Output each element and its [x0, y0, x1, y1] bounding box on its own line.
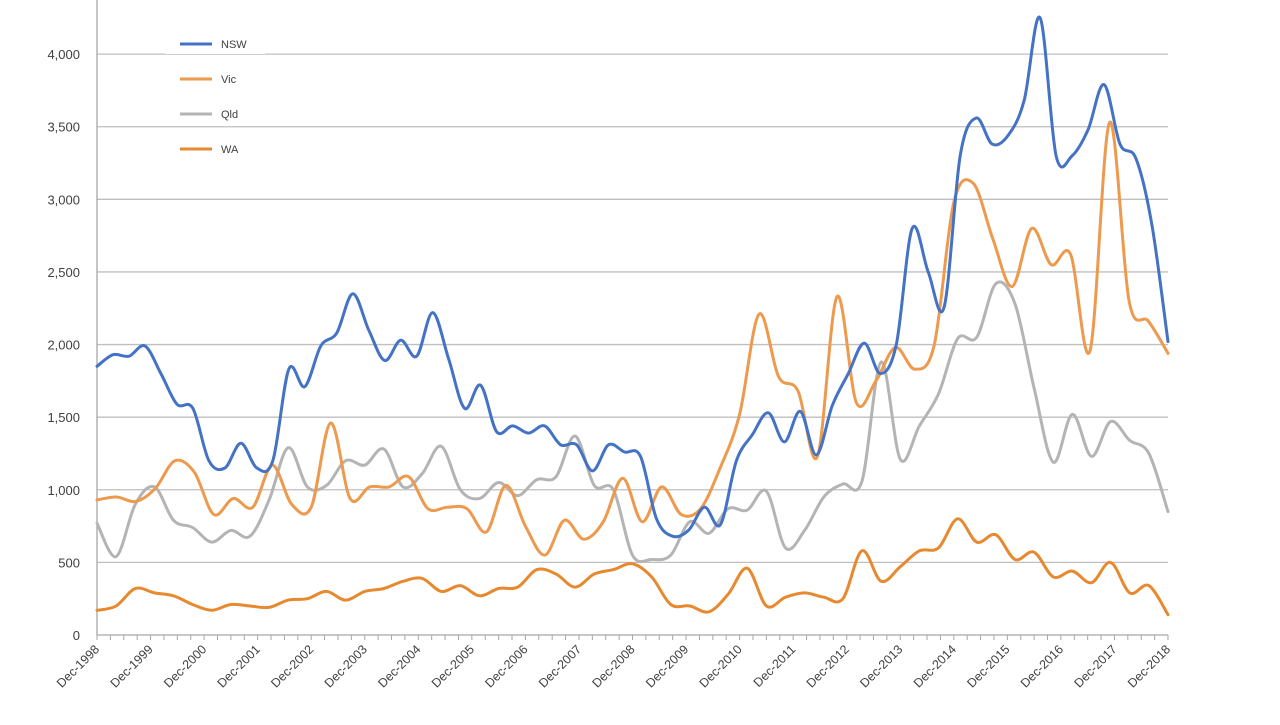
x-tick-label: Dec-2008: [589, 642, 637, 690]
x-tick-label: Dec-2005: [429, 642, 477, 690]
x-tick-label: Dec-2007: [536, 642, 584, 690]
y-tick-label: 2,500: [47, 265, 80, 280]
series-line-wa: [95, 517, 1170, 617]
legend-label-vic: Vic: [221, 74, 237, 86]
series-line-qld: [95, 280, 1170, 564]
y-tick-label: 0: [73, 628, 80, 643]
x-tick-label: Dec-2002: [268, 642, 316, 690]
x-tick-label: Dec-1999: [108, 642, 156, 690]
x-tick-label: Dec-2016: [1018, 642, 1066, 690]
x-tick-label: Dec-2004: [375, 642, 423, 690]
x-tick-label: Dec-2013: [857, 642, 905, 690]
x-tick-label: Dec-2018: [1125, 642, 1173, 690]
legend-bg: [165, 34, 265, 54]
legend-label-qld: Qld: [221, 109, 238, 121]
x-tick-label: Dec-2014: [911, 642, 959, 690]
x-tick-label: Dec-2010: [697, 642, 745, 690]
legend-bg: [165, 104, 265, 124]
y-tick-label: 500: [58, 555, 80, 570]
x-tick-label: Dec-2000: [161, 642, 209, 690]
y-tick-label: 2,000: [47, 338, 80, 353]
series-line-nsw: [95, 15, 1170, 539]
legend-label-nsw: NSW: [221, 39, 247, 51]
x-tick-label: Dec-2009: [643, 642, 691, 690]
x-tick-label: Dec-2003: [322, 642, 370, 690]
legend-label-wa: WA: [221, 144, 239, 156]
x-tick-label: Dec-2017: [1071, 642, 1119, 690]
gridlines: [97, 53, 1168, 564]
x-tick-label: Dec-1998: [54, 642, 102, 690]
y-tick-label: 1,500: [47, 410, 80, 425]
legend-bg: [165, 139, 265, 159]
x-tick-label: Dec-2006: [482, 642, 530, 690]
y-tick-label: 4,000: [47, 47, 80, 62]
x-tick-label: Dec-2012: [804, 642, 852, 690]
y-tick-label: 1,000: [47, 483, 80, 498]
x-tick-label: Dec-2011: [751, 642, 799, 690]
x-tick-label: Dec-2001: [215, 642, 263, 690]
y-tick-label: 3,000: [47, 192, 80, 207]
series-line-vic: [95, 120, 1170, 557]
series-lines: [95, 15, 1170, 617]
legend-bg: [165, 69, 265, 89]
x-tick-label: Dec-2015: [964, 642, 1012, 690]
axes: 0 500 1,000 1,500 2,000 2,500 3,000 3,500 4,000 D…: [47, 0, 1173, 691]
legend: NSW Vic Qld WA: [165, 34, 265, 159]
y-tick-label: 3,500: [47, 120, 80, 135]
